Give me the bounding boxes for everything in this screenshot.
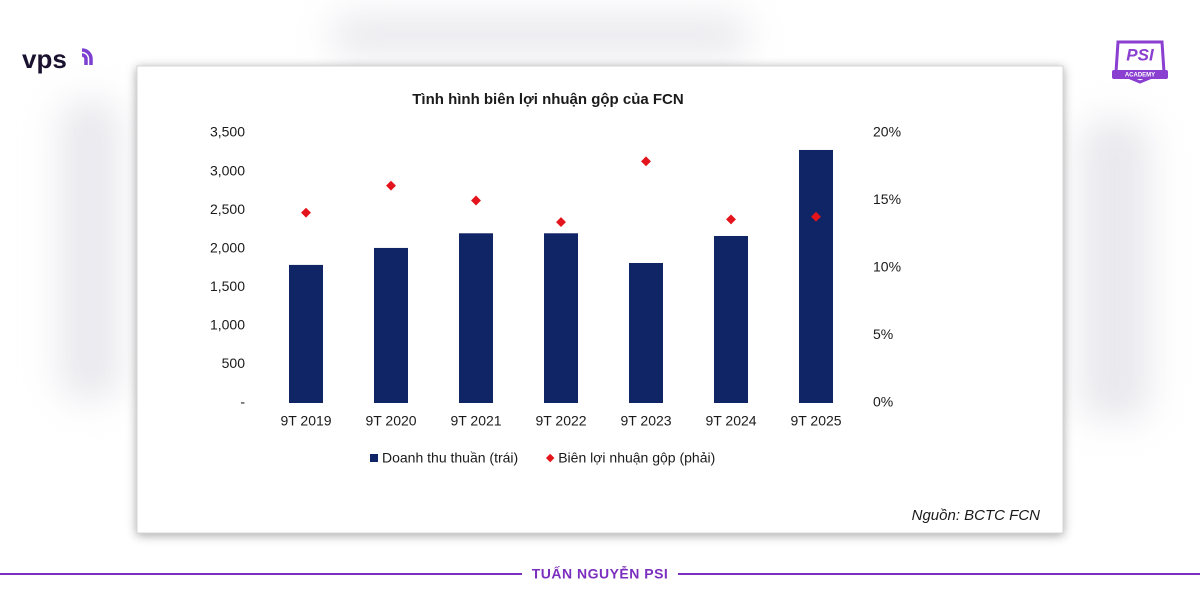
bar — [799, 149, 833, 403]
badge-title: PSI — [1126, 45, 1155, 64]
y-tick-label: 3,500 — [210, 124, 245, 140]
y-tick-label: 3,000 — [210, 162, 245, 178]
bar — [714, 235, 748, 403]
x-tick-label: 9T 2023 — [620, 413, 671, 429]
badge — [1112, 40, 1168, 84]
x-tick-label: 9T 2024 — [705, 413, 756, 429]
legend-swatch — [545, 453, 555, 463]
source-note: Nguồn: BCTC FCN — [912, 507, 1041, 524]
marker — [386, 180, 396, 191]
marker — [556, 217, 566, 228]
y2-tick-label: 0% — [873, 394, 893, 410]
background-blur — [60, 100, 120, 400]
bar — [289, 264, 323, 403]
legend-label: Doanh thu thuần (trái) — [382, 450, 518, 466]
legend-swatch — [370, 454, 378, 462]
legend-label: Biên lợi nhuận gộp (phải) — [558, 450, 715, 466]
y-tick-label: 2,500 — [210, 201, 245, 217]
marker — [726, 214, 736, 225]
marker — [641, 156, 651, 167]
chart-title: Tình hình biên lợi nhuận gộp của FCN — [412, 91, 683, 108]
y2-tick-label: 5% — [873, 326, 893, 342]
badge-subtitle: ACADEMY — [1125, 73, 1155, 79]
background-blur — [1080, 120, 1150, 420]
bar — [629, 262, 663, 403]
x-tick-label: 9T 2022 — [535, 413, 586, 429]
y-tick-label: - — [240, 394, 245, 410]
logo-mark — [81, 48, 93, 65]
y-tick-label: 1,000 — [210, 317, 245, 333]
y2-tick-label: 15% — [873, 191, 901, 207]
background-blur — [330, 15, 750, 55]
x-tick-label: 9T 2020 — [365, 413, 416, 429]
y2-tick-label: 20% — [873, 124, 901, 140]
y-tick-label: 500 — [222, 355, 246, 371]
x-tick-label: 9T 2021 — [450, 413, 501, 429]
marker — [811, 211, 821, 222]
x-tick-label: 9T 2019 — [280, 413, 331, 429]
plot: - 500 1,000 1,500 2,000 2,500 3,000 3,500 0% 5% 10… — [210, 124, 901, 466]
bar — [374, 247, 408, 403]
marker — [301, 207, 311, 218]
logo: vps — [22, 44, 67, 74]
marker — [471, 195, 481, 206]
bar — [544, 233, 578, 403]
y2-tick-label: 10% — [873, 259, 901, 275]
y-tick-label: 1,500 — [210, 278, 245, 294]
y-tick-label: 2,000 — [210, 239, 245, 255]
footer-text: TUẤN NGUYỄN PSI — [532, 566, 669, 582]
x-tick-label: 9T 2025 — [790, 413, 841, 429]
bar — [459, 233, 493, 403]
